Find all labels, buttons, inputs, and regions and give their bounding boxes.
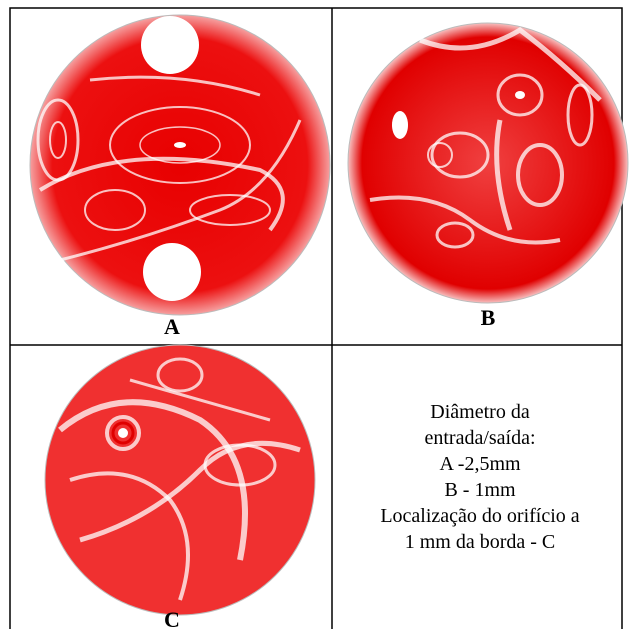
note-line: A -2,5mm (439, 453, 521, 475)
note-line: Localização do orifício a (380, 505, 579, 527)
panel-label: B (481, 305, 496, 330)
panel-b-image (348, 23, 628, 303)
panel-label: A (164, 314, 180, 339)
note: Diâmetro da entrada/saída: A -2,5mm B - … (380, 401, 579, 553)
note-line: entrada/saída: (424, 427, 535, 449)
note-line: Diâmetro da (430, 401, 530, 423)
note-line: B - 1mm (444, 479, 516, 501)
note-line: 1 mm da borda - C (405, 531, 556, 553)
panel-label: C (164, 607, 180, 629)
panel-a-image (30, 15, 330, 315)
figure: A B C Diâmetro da entrada/saída: A -2,5m… (0, 0, 632, 629)
panel-c-image (45, 345, 315, 615)
